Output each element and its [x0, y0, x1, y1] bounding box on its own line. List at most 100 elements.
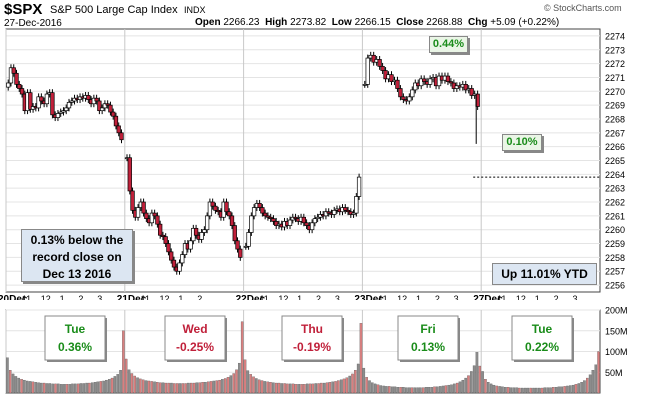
volume-bar [96, 381, 100, 394]
candle-body [8, 67, 14, 84]
volume-bar [487, 382, 490, 394]
candle-body [332, 209, 337, 215]
volume-bar [263, 381, 267, 394]
volume-bar [512, 387, 515, 394]
volume-bar [25, 380, 29, 394]
candle-body [351, 212, 356, 215]
price-x-hour-label: 12 [516, 294, 526, 300]
volume-bar [385, 386, 388, 394]
candle-body [445, 75, 451, 82]
day-change-callout: Tue 0.22% [511, 315, 574, 362]
volume-bar [82, 383, 86, 394]
close-value: 2268.88 [426, 17, 463, 28]
candle-body [427, 78, 433, 85]
volume-bar [535, 387, 538, 394]
price-y-tick-label: 2264 [605, 170, 625, 180]
volume-bar [424, 387, 428, 394]
volume-bar [501, 386, 504, 394]
day-change-callout: Thu -0.19% [281, 315, 344, 362]
volume-bar [529, 387, 532, 394]
volume-bar [164, 382, 168, 394]
candle-body [113, 115, 119, 127]
volume-bar [212, 380, 216, 394]
volume-bar [23, 379, 26, 394]
volume-bar [195, 382, 199, 394]
volume-bar [54, 383, 57, 394]
volume-bar [467, 375, 470, 394]
annotation-prev-gain: 0.10% [502, 134, 542, 151]
price-x-hour-label: 1 [178, 294, 183, 300]
candle-body [149, 212, 155, 224]
candle-body [362, 84, 367, 86]
price-x-hour-label: 3 [572, 294, 577, 300]
volume-bar [399, 387, 402, 394]
candle-body [58, 111, 63, 114]
candle-body [356, 176, 362, 197]
volume-bar [481, 371, 484, 394]
price-x-hour-label: 12 [397, 294, 407, 300]
volume-bar [543, 387, 547, 394]
candle-body [235, 240, 240, 250]
day-change-percent-label: 0.22% [525, 340, 559, 354]
price-x-hour-label: 1 [60, 294, 65, 300]
candle-body [401, 96, 406, 100]
price-y-tick-label: 2271 [605, 73, 625, 83]
volume-bar [574, 384, 578, 394]
volume-bar [382, 385, 385, 394]
volume-bar [421, 387, 425, 394]
volume-bar [515, 387, 518, 394]
volume-bar [314, 383, 317, 394]
volume-y-tick-label: 200M [605, 306, 628, 316]
candle-body [86, 95, 91, 100]
volume-bar [328, 382, 332, 394]
volume-bar [356, 363, 360, 394]
volume-bar [300, 384, 303, 394]
candle-body [422, 78, 427, 82]
volume-bar [308, 383, 312, 394]
candle-body [28, 92, 33, 110]
volume-bar [91, 382, 94, 394]
price-y-tick-label: 2268 [605, 114, 625, 124]
candle-body [371, 54, 376, 63]
volume-bar [376, 384, 380, 394]
price-y-tick-label: 2267 [605, 128, 625, 138]
candle-body [177, 262, 182, 272]
candle-body [188, 240, 193, 250]
candle-body [407, 96, 412, 102]
candle-body [262, 212, 268, 217]
candle-body [326, 211, 331, 214]
volume-bar [167, 382, 170, 394]
volume-bar [390, 386, 394, 394]
volume-bar [184, 383, 187, 394]
candle-body [260, 207, 265, 214]
volume-bar [334, 381, 337, 394]
volume-bar [153, 381, 156, 394]
volume-bar [173, 383, 176, 394]
candle-body [160, 234, 166, 237]
candle-body [213, 205, 218, 211]
volume-bar [127, 369, 131, 394]
volume-bar [475, 352, 479, 394]
volume-bar [368, 380, 371, 394]
volume-bar [249, 374, 252, 394]
day-change-percent-label: 0.36% [58, 340, 92, 354]
volume-bar [48, 383, 52, 394]
candle-body [17, 84, 22, 89]
volume-bar [492, 384, 496, 394]
candle-body [227, 211, 232, 217]
volume-bar [161, 382, 165, 394]
price-y-tick-label: 2273 [605, 45, 625, 55]
volume-bar [373, 383, 377, 394]
candle-body [436, 75, 442, 87]
volume-bar [583, 380, 586, 394]
volume-bar [34, 382, 37, 394]
candle-body [144, 212, 149, 219]
candle-body [97, 100, 102, 112]
volume-y-tick-label: 150M [605, 326, 628, 336]
volume-bar [257, 379, 261, 394]
annotation-prev-gain-text: 0.10% [506, 136, 538, 148]
candle-body [413, 82, 418, 91]
volume-bar [124, 358, 128, 394]
volume-bar [232, 373, 235, 394]
candle-body [199, 232, 204, 240]
